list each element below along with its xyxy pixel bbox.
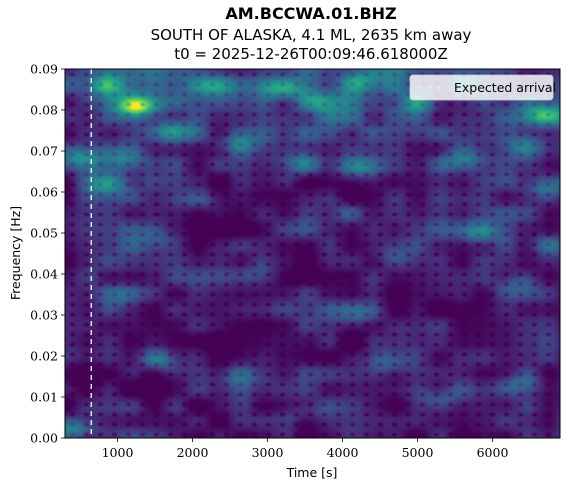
chart-title: AM.BCCWA.01.BHZ bbox=[225, 4, 396, 23]
y-tick-label: 0.09 bbox=[30, 62, 58, 77]
y-axis-label: Frequency [Hz] bbox=[8, 206, 23, 300]
legend: Expected arrival bbox=[409, 74, 556, 101]
x-axis: 1000 2000 3000 4000 5000 6000 bbox=[102, 438, 509, 460]
y-tick-label: 0.05 bbox=[30, 226, 58, 241]
plot-frame bbox=[64, 68, 561, 439]
y-axis: 0.00 0.01 0.02 0.03 0.04 0.05 0.06 0.07 0.08 0.09 bbox=[30, 62, 65, 446]
legend-label-expected-arrival: Expected arrival bbox=[454, 80, 556, 95]
x-tick-label: 5000 bbox=[402, 445, 434, 460]
y-tick-label: 0.07 bbox=[30, 144, 58, 159]
y-tick-label: 0.00 bbox=[30, 431, 58, 446]
chart-subtitle-event: SOUTH OF ALASKA, 4.1 ML, 2635 km away bbox=[151, 26, 472, 44]
x-tick-label: 4000 bbox=[327, 445, 359, 460]
x-tick-label: 6000 bbox=[477, 445, 509, 460]
x-tick-label: 2000 bbox=[177, 445, 209, 460]
y-tick-label: 0.03 bbox=[30, 308, 58, 323]
chart-subtitle-t0: t0 = 2025-12-26T00:09:46.618000Z bbox=[174, 45, 448, 63]
y-tick-label: 0.08 bbox=[30, 103, 58, 118]
legend-box bbox=[409, 74, 554, 101]
spectrogram-image bbox=[65, 69, 560, 438]
x-tick-label: 1000 bbox=[102, 445, 134, 460]
y-tick-label: 0.02 bbox=[30, 349, 58, 364]
y-tick-label: 0.01 bbox=[30, 390, 58, 405]
x-axis-label: Time [s] bbox=[286, 465, 338, 480]
plot-area: Expected arrival bbox=[64, 68, 561, 439]
y-tick-label: 0.04 bbox=[30, 267, 58, 282]
x-tick-label: 3000 bbox=[252, 445, 284, 460]
y-tick-label: 0.06 bbox=[30, 185, 58, 200]
